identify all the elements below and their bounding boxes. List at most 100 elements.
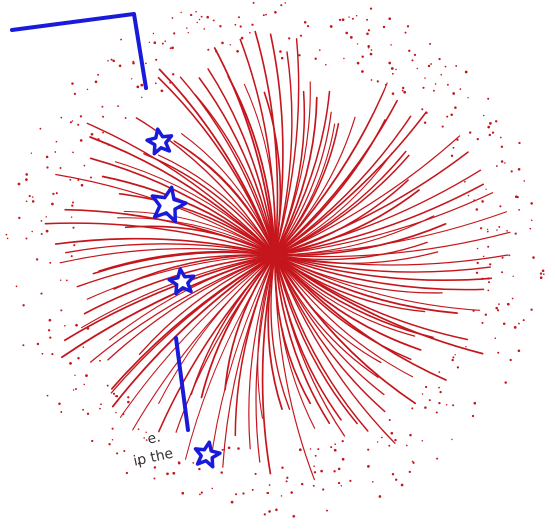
spark-dot bbox=[455, 64, 458, 67]
spark-dot bbox=[413, 53, 417, 57]
spark-dot bbox=[518, 209, 520, 211]
spark-dot bbox=[136, 85, 140, 89]
burst-ray bbox=[274, 135, 461, 256]
burst-ray bbox=[207, 68, 276, 256]
spark-dot bbox=[192, 462, 195, 464]
spark-dot bbox=[314, 57, 317, 60]
burst-ray bbox=[59, 248, 276, 264]
burst-ray bbox=[179, 143, 276, 256]
spark-dot bbox=[6, 237, 9, 240]
spark-dot bbox=[501, 271, 504, 274]
burst-ray bbox=[274, 81, 311, 256]
burst-ray bbox=[274, 254, 485, 291]
burst-ray bbox=[274, 119, 386, 256]
spark-dot bbox=[489, 263, 492, 266]
spark-dot bbox=[77, 179, 80, 181]
spark-dot bbox=[130, 78, 133, 80]
spark-dot bbox=[405, 444, 408, 447]
spark-dot bbox=[127, 396, 130, 399]
burst-ray bbox=[274, 151, 469, 256]
spark-dot bbox=[445, 403, 448, 406]
spark-dot bbox=[341, 440, 344, 443]
spark-dot bbox=[70, 216, 73, 218]
burst-ray bbox=[274, 223, 447, 257]
spark-dot bbox=[254, 472, 257, 475]
spark-dot bbox=[440, 73, 442, 76]
spark-dot bbox=[46, 166, 49, 169]
spark-dot bbox=[242, 492, 245, 495]
burst-ray bbox=[63, 254, 276, 342]
spark-dot bbox=[313, 471, 317, 474]
spark-dot bbox=[77, 356, 80, 360]
spark-dot bbox=[523, 180, 526, 182]
spark-dot bbox=[45, 229, 49, 233]
spark-dot bbox=[423, 121, 427, 124]
burst-ray bbox=[209, 254, 276, 466]
spark-dot bbox=[313, 465, 315, 468]
spark-dot bbox=[298, 448, 302, 452]
spark-dot bbox=[171, 46, 174, 50]
spark-dot bbox=[230, 500, 234, 504]
spark-dot bbox=[452, 356, 455, 359]
spark-dot bbox=[169, 47, 172, 50]
spark-dot bbox=[539, 276, 543, 280]
spark-dot bbox=[235, 493, 238, 496]
spark-dot bbox=[48, 318, 52, 322]
spark-dot bbox=[465, 346, 467, 348]
spark-dot bbox=[212, 19, 215, 22]
burst-ray bbox=[86, 254, 276, 300]
burst-ray bbox=[76, 254, 276, 288]
spark-dot bbox=[199, 493, 201, 496]
spark-dot bbox=[422, 86, 425, 89]
spark-dot bbox=[539, 272, 543, 275]
spark-dot bbox=[325, 63, 327, 66]
burst-ray bbox=[274, 111, 427, 256]
spark-dot bbox=[51, 353, 54, 356]
spark-dot bbox=[530, 219, 533, 222]
spark-dot bbox=[145, 439, 148, 441]
spark-dot bbox=[464, 180, 466, 183]
star-icon bbox=[193, 440, 222, 469]
spark-dot bbox=[285, 480, 288, 483]
spark-dot bbox=[118, 64, 122, 68]
spark-dot bbox=[171, 73, 175, 76]
spark-dot bbox=[234, 23, 237, 26]
spark-dot bbox=[177, 461, 181, 465]
burst-ray bbox=[274, 251, 439, 265]
spark-dot bbox=[484, 313, 487, 316]
spark-dot bbox=[320, 469, 323, 473]
spark-dot bbox=[473, 401, 477, 405]
spark-dot bbox=[120, 38, 123, 41]
spark-dot bbox=[427, 64, 431, 68]
bracket-line bbox=[10, 12, 148, 90]
spark-dot bbox=[124, 116, 127, 119]
spark-dot bbox=[303, 21, 307, 24]
spark-dot bbox=[112, 392, 116, 395]
spark-dot bbox=[281, 466, 284, 469]
spark-dot bbox=[487, 97, 490, 100]
spark-dot bbox=[495, 165, 498, 167]
spark-dot bbox=[72, 226, 75, 229]
spark-dot bbox=[378, 495, 382, 498]
spark-dot bbox=[171, 17, 174, 19]
spark-dot bbox=[268, 484, 271, 486]
star-icon bbox=[145, 127, 174, 156]
spark-dot bbox=[73, 244, 76, 247]
burst-ray bbox=[111, 254, 276, 390]
burst-ray bbox=[274, 254, 447, 381]
burst-ray bbox=[274, 90, 331, 256]
burst-ray bbox=[158, 254, 276, 433]
spark-dot bbox=[45, 155, 49, 159]
spark-dot bbox=[394, 438, 397, 442]
spark-dot bbox=[155, 58, 158, 61]
spark-dot bbox=[71, 204, 74, 207]
spark-dot bbox=[52, 192, 55, 196]
spark-dot bbox=[286, 476, 289, 479]
spark-dot bbox=[476, 247, 479, 250]
spark-dot bbox=[74, 374, 76, 377]
burst-ray bbox=[274, 111, 332, 256]
burst-ray bbox=[274, 231, 511, 258]
burst-ray bbox=[111, 254, 276, 408]
spark-dot bbox=[25, 237, 28, 240]
spark-dot bbox=[395, 478, 398, 481]
